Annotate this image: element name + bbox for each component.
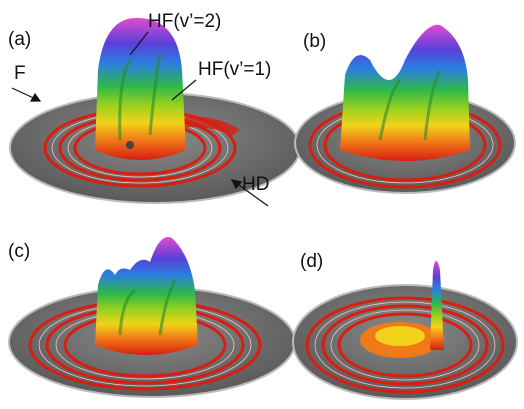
annotation: HF(v’=1) [198, 59, 271, 80]
panel-label: (d) [300, 251, 323, 272]
annotation: F [14, 63, 26, 84]
panel-d [293, 261, 517, 399]
figure: (a) (b) (c) (d) HF(v’=2) HF(v’=1) F HD [0, 0, 524, 409]
panel-label: (b) [303, 31, 326, 52]
panel-label: (a) [8, 29, 31, 50]
panel-b [295, 25, 515, 193]
annotation: HF(v’=2) [148, 11, 221, 32]
panel-c [9, 237, 295, 397]
panel-label: (c) [8, 241, 30, 262]
annotation: HD [242, 174, 269, 195]
